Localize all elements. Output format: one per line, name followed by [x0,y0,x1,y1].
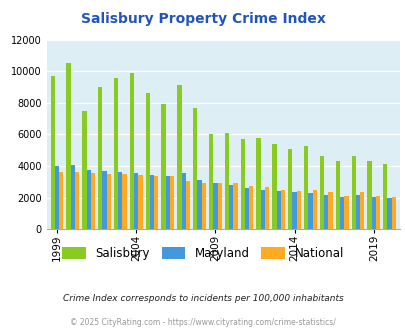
Bar [145,93,149,229]
Bar [339,197,343,229]
Bar [328,192,332,229]
Bar [102,171,107,229]
Bar [177,85,181,229]
Text: © 2025 CityRating.com - https://www.cityrating.com/crime-statistics/: © 2025 CityRating.com - https://www.city… [70,318,335,327]
Bar [209,135,213,229]
Bar [130,73,134,229]
Bar [217,183,221,229]
Bar [66,63,70,229]
Text: Salisbury Property Crime Index: Salisbury Property Crime Index [80,12,325,25]
Bar [114,78,118,229]
Bar [240,139,244,229]
Bar [149,175,154,229]
Bar [319,156,323,229]
Bar [197,180,201,229]
Bar [351,156,355,229]
Bar [138,175,142,229]
Bar [307,193,312,229]
Bar [228,185,233,229]
Bar [75,172,79,229]
Bar [82,111,86,229]
Bar [371,197,375,229]
Bar [335,161,339,229]
Bar [375,196,379,229]
Bar [323,195,328,229]
Bar [118,172,122,229]
Text: Crime Index corresponds to incidents per 100,000 inhabitants: Crime Index corresponds to incidents per… [62,294,343,303]
Bar [280,190,284,229]
Bar [355,195,359,229]
Bar [343,196,347,229]
Bar [264,187,269,229]
Bar [181,173,185,229]
Bar [213,183,217,229]
Bar [201,183,205,229]
Bar [256,138,260,229]
Bar [70,165,75,229]
Bar [312,190,316,229]
Bar [86,170,91,229]
Bar [292,192,296,229]
Bar [359,192,363,229]
Bar [55,166,59,229]
Legend: Salisbury, Maryland, National: Salisbury, Maryland, National [58,242,347,265]
Bar [59,172,63,229]
Bar [107,174,111,229]
Bar [276,191,280,229]
Bar [224,133,228,229]
Bar [303,146,307,229]
Bar [165,176,170,229]
Bar [288,149,292,229]
Bar [193,108,197,229]
Bar [244,188,249,229]
Bar [272,144,276,229]
Bar [98,87,102,229]
Bar [260,190,264,229]
Bar [367,161,371,229]
Bar [134,173,138,229]
Bar [154,176,158,229]
Bar [122,174,126,229]
Bar [233,183,237,229]
Bar [185,181,190,229]
Bar [170,176,174,229]
Bar [249,186,253,229]
Bar [51,76,55,229]
Bar [386,198,391,229]
Bar [296,191,300,229]
Bar [91,173,95,229]
Bar [382,164,386,229]
Bar [161,104,165,229]
Bar [391,197,395,229]
